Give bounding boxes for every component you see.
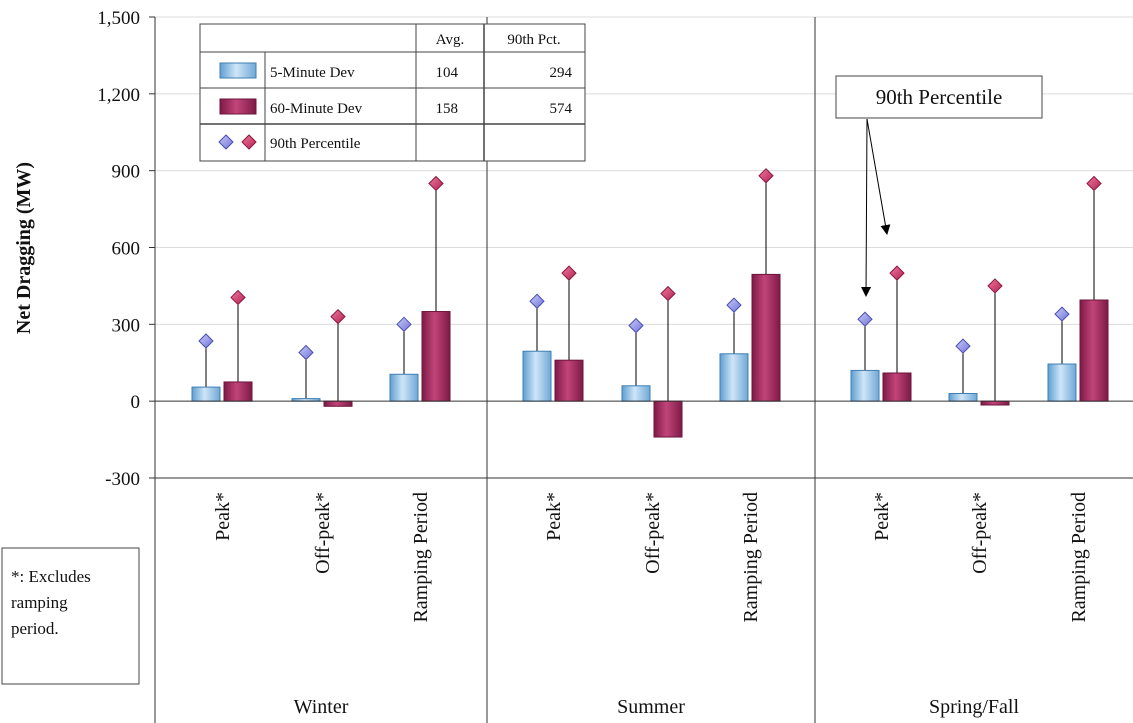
p90-marker-5min: [1054, 306, 1070, 322]
y-tick-label: 1,200: [97, 85, 140, 106]
category-label: Off-peak*: [969, 492, 991, 574]
footnote-line-1: *: Excludes: [11, 567, 91, 586]
footnote-line-3: period.: [11, 619, 59, 638]
bar-5min: [850, 369, 880, 402]
y-tick-label: 0: [131, 392, 141, 413]
p90-marker-60min: [1086, 175, 1102, 192]
p90-marker-5min: [529, 293, 545, 309]
bars: [191, 273, 1109, 438]
legend-marker-60min-diamond: [241, 134, 257, 150]
season-label: Spring/Fall: [929, 696, 1019, 718]
bar-60min: [882, 372, 912, 402]
y-tick-label: 900: [112, 162, 141, 183]
legend-header-avg: Avg.: [436, 32, 464, 48]
category-label: Ramping Period: [1068, 492, 1090, 623]
bar-60min: [421, 311, 451, 402]
bar-60min: [751, 273, 781, 402]
bar-5min: [1047, 363, 1077, 402]
percentile-markers: [198, 168, 1102, 361]
footnote-box: *: Excludes ramping period.: [1, 547, 140, 685]
footnote-line-2: ramping: [11, 593, 68, 612]
bar-60min: [554, 359, 584, 402]
category-label: Peak*: [212, 492, 234, 541]
p90-marker-60min: [660, 285, 676, 302]
bar-60min: [323, 400, 353, 407]
callout-90th-percentile: 90th Percentile: [835, 75, 1043, 297]
p90-marker-5min: [198, 333, 214, 349]
legend-label-90th: 90th Percentile: [270, 136, 361, 152]
bar-60min: [1079, 299, 1109, 402]
legend-pct-5min: 294: [550, 65, 573, 81]
legend-avg-60min: 158: [436, 101, 459, 117]
season-labels: Winter Summer Spring/Fall: [294, 696, 1020, 718]
p90-marker-60min: [758, 168, 774, 184]
legend-label-60min: 60-Minute Dev: [270, 101, 363, 117]
legend-avg-5min: 104: [436, 65, 459, 81]
p90-marker-60min: [230, 289, 246, 306]
p90-marker-5min: [955, 338, 971, 354]
p90-marker-5min: [396, 316, 412, 333]
bar-5min: [621, 385, 651, 402]
p90-marker-5min: [628, 317, 644, 334]
callout-text: 90th Percentile: [876, 85, 1003, 109]
legend-pct-60min: 574: [550, 101, 573, 117]
callout-arrow-1: [861, 118, 872, 297]
category-label: Off-peak*: [642, 492, 664, 574]
legend-header-90th: 90th Pct.: [507, 32, 560, 48]
season-label: Winter: [294, 696, 349, 718]
p90-marker-5min: [857, 311, 873, 327]
percentile-stems: [205, 175, 1095, 402]
category-label: Off-peak*: [312, 492, 334, 574]
legend: Avg. 90th Pct. 5-Minute Dev 104 294 60-M…: [199, 23, 586, 162]
season-label: Summer: [617, 696, 685, 718]
p90-marker-5min: [298, 344, 314, 361]
y-axis-label: Net Dragging (MW): [13, 162, 35, 334]
bar-5min: [522, 350, 552, 402]
y-tick-labels: 1,500 1,200 900 600 300 0 -300: [97, 8, 140, 490]
bar-5min: [719, 353, 749, 402]
y-tick-label: 1,500: [97, 8, 140, 29]
callout-arrow-2: [866, 118, 891, 235]
bar-60min: [223, 381, 253, 402]
p90-marker-60min: [889, 265, 905, 281]
category-label: Ramping Period: [410, 492, 432, 623]
p90-marker-60min: [428, 175, 444, 192]
p90-marker-60min: [330, 308, 346, 325]
category-label: Peak*: [543, 492, 565, 541]
legend-marker-5min-diamond: [218, 134, 234, 150]
bar-5min: [191, 386, 221, 402]
y-tick-label: 600: [112, 239, 141, 260]
legend-label-5min: 5-Minute Dev: [270, 65, 355, 81]
p90-marker-5min: [726, 297, 742, 313]
category-labels: Peak* Off-peak* Ramping Period Peak* Off-pea…: [212, 492, 1090, 623]
p90-marker-60min: [561, 265, 577, 281]
bar-60min: [653, 400, 683, 438]
legend-swatch-5min: [219, 62, 257, 79]
bar-5min: [389, 373, 419, 402]
legend-swatch-60min: [219, 98, 257, 115]
category-label: Ramping Period: [740, 492, 762, 623]
y-tick-label: -300: [105, 469, 140, 490]
p90-marker-60min: [987, 278, 1003, 294]
bar-60min: [980, 400, 1010, 406]
bar-5min: [948, 392, 978, 402]
y-tick-label: 300: [112, 315, 141, 336]
category-label: Peak*: [871, 492, 893, 541]
